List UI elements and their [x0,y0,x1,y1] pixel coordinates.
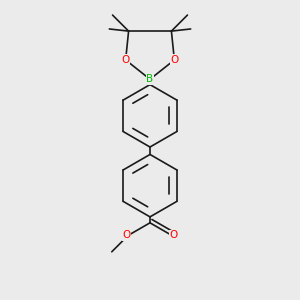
Text: B: B [146,74,154,84]
Text: O: O [169,230,178,241]
Text: O: O [170,55,178,65]
Text: O: O [122,230,131,241]
Text: O: O [122,55,130,65]
